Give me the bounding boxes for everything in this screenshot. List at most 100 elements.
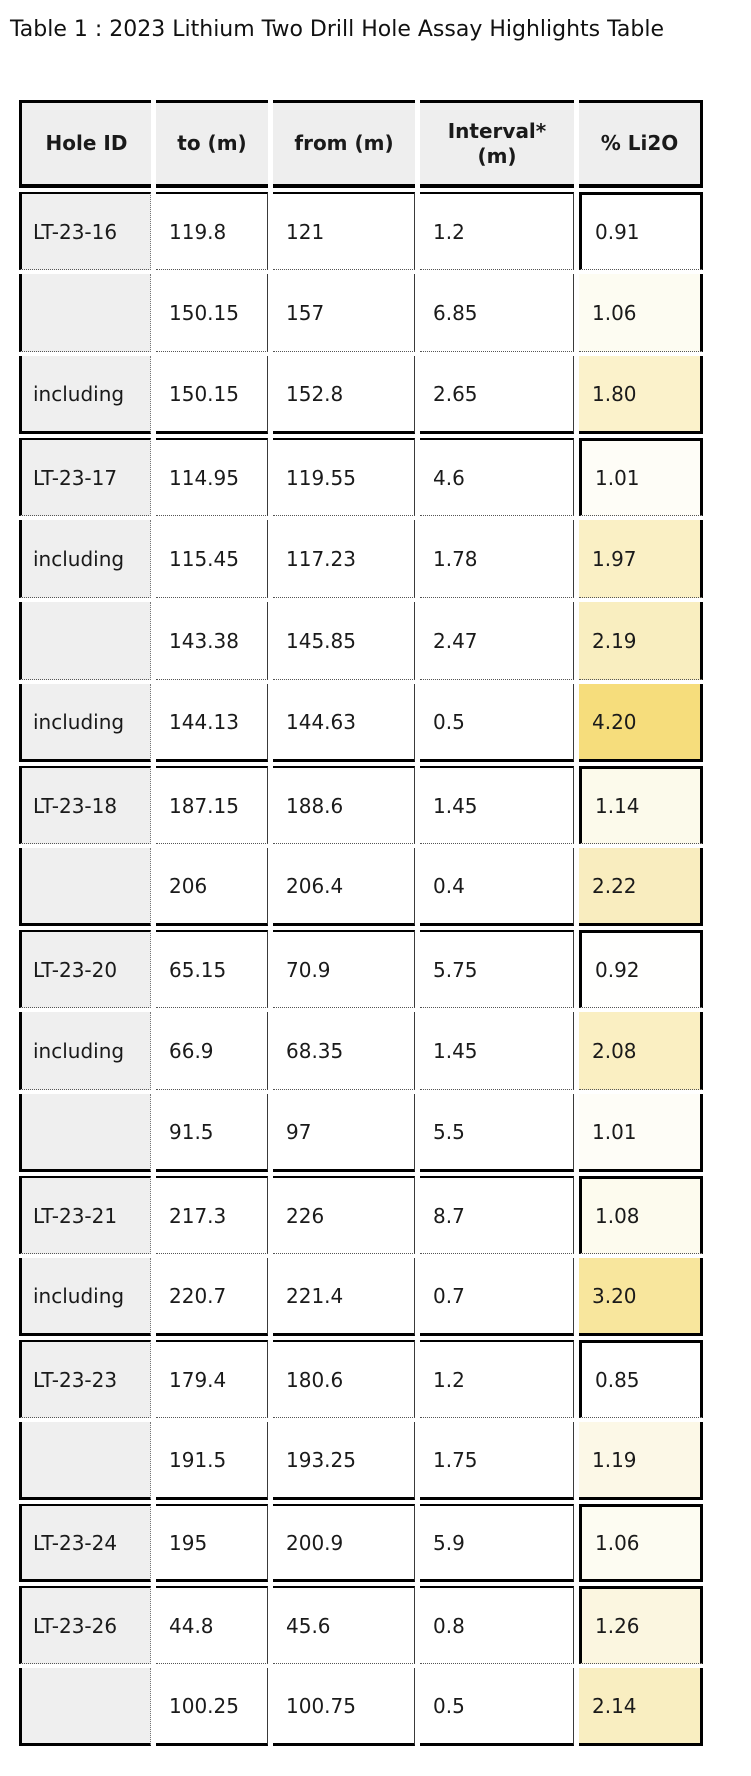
li2o-cell: 1.06	[579, 274, 703, 352]
to-cell: 119.8	[156, 192, 268, 270]
to-cell: 100.25	[156, 1668, 268, 1746]
li2o-cell: 4.20	[579, 684, 703, 762]
to-cell: 187.15	[156, 766, 268, 844]
to-cell: 66.9	[156, 1012, 268, 1090]
hole-id-cell	[19, 274, 151, 352]
to-cell: 220.7	[156, 1258, 268, 1336]
li2o-cell: 1.06	[579, 1504, 703, 1582]
table-row: including 220.7 221.4 0.7 3.20	[19, 1258, 703, 1336]
from-cell: 226	[273, 1176, 415, 1254]
hole-id-cell: including	[19, 1012, 151, 1090]
to-cell: 150.15	[156, 356, 268, 434]
interval-cell: 0.5	[420, 684, 574, 762]
table-row: LT-23-20 65.15 70.9 5.75 0.92	[19, 930, 703, 1008]
interval-cell: 0.7	[420, 1258, 574, 1336]
from-cell: 119.55	[273, 438, 415, 516]
to-cell: 44.8	[156, 1586, 268, 1664]
interval-cell: 2.65	[420, 356, 574, 434]
column-header-hole-id: Hole ID	[19, 100, 151, 188]
to-cell: 91.5	[156, 1094, 268, 1172]
hole-id-cell	[19, 1094, 151, 1172]
hole-id-cell	[19, 1668, 151, 1746]
from-cell: 144.63	[273, 684, 415, 762]
li2o-cell: 1.97	[579, 520, 703, 598]
table-row: including 150.15 152.8 2.65 1.80	[19, 356, 703, 434]
from-cell: 145.85	[273, 602, 415, 680]
table-row: LT-23-21 217.3 226 8.7 1.08	[19, 1176, 703, 1254]
to-cell: 206	[156, 848, 268, 926]
from-cell: 117.23	[273, 520, 415, 598]
from-cell: 100.75	[273, 1668, 415, 1746]
interval-cell: 1.45	[420, 1012, 574, 1090]
from-cell: 188.6	[273, 766, 415, 844]
hole-id-cell	[19, 602, 151, 680]
interval-cell: 1.2	[420, 1340, 574, 1418]
interval-cell: 1.75	[420, 1422, 574, 1500]
interval-cell: 2.47	[420, 602, 574, 680]
hole-id-cell: LT-23-24	[19, 1504, 151, 1582]
from-cell: 97	[273, 1094, 415, 1172]
table-row: 100.25 100.75 0.5 2.14	[19, 1668, 703, 1746]
table-row: LT-23-23 179.4 180.6 1.2 0.85	[19, 1340, 703, 1418]
table-row: LT-23-16 119.8 121 1.2 0.91	[19, 192, 703, 270]
interval-cell: 5.75	[420, 930, 574, 1008]
to-cell: 65.15	[156, 930, 268, 1008]
to-cell: 191.5	[156, 1422, 268, 1500]
hole-id-cell: LT-23-23	[19, 1340, 151, 1418]
interval-cell: 0.4	[420, 848, 574, 926]
assay-table-body: LT-23-16 119.8 121 1.2 0.91 150.15 157 6.85 1.06…	[19, 192, 703, 1746]
li2o-cell: 2.22	[579, 848, 703, 926]
from-cell: 152.8	[273, 356, 415, 434]
to-cell: 217.3	[156, 1176, 268, 1254]
to-cell: 144.13	[156, 684, 268, 762]
hole-id-cell: LT-23-21	[19, 1176, 151, 1254]
column-header-interval: Interval* (m)	[420, 100, 574, 188]
from-cell: 45.6	[273, 1586, 415, 1664]
to-cell: 179.4	[156, 1340, 268, 1418]
li2o-cell: 3.20	[579, 1258, 703, 1336]
li2o-cell: 0.85	[579, 1340, 703, 1418]
interval-cell: 1.45	[420, 766, 574, 844]
hole-id-cell: including	[19, 1258, 151, 1336]
to-cell: 115.45	[156, 520, 268, 598]
from-cell: 68.35	[273, 1012, 415, 1090]
table-row: LT-23-17 114.95 119.55 4.6 1.01	[19, 438, 703, 516]
hole-id-cell: LT-23-18	[19, 766, 151, 844]
interval-cell: 6.85	[420, 274, 574, 352]
from-cell: 221.4	[273, 1258, 415, 1336]
interval-cell: 0.5	[420, 1668, 574, 1746]
to-cell: 114.95	[156, 438, 268, 516]
li2o-cell: 2.14	[579, 1668, 703, 1746]
table-row: including 144.13 144.63 0.5 4.20	[19, 684, 703, 762]
table-row: LT-23-18 187.15 188.6 1.45 1.14	[19, 766, 703, 844]
li2o-cell: 1.80	[579, 356, 703, 434]
hole-id-cell: LT-23-20	[19, 930, 151, 1008]
table-row: 191.5 193.25 1.75 1.19	[19, 1422, 703, 1500]
from-cell: 200.9	[273, 1504, 415, 1582]
column-header-li2o: % Li2O	[579, 100, 703, 188]
li2o-cell: 0.91	[579, 192, 703, 270]
from-cell: 70.9	[273, 930, 415, 1008]
column-header-to: to (m)	[156, 100, 268, 188]
page-title: Table 1 : 2023 Lithium Two Drill Hole As…	[10, 17, 665, 42]
interval-cell: 0.8	[420, 1586, 574, 1664]
li2o-cell: 1.01	[579, 438, 703, 516]
li2o-cell: 1.26	[579, 1586, 703, 1664]
hole-id-cell: LT-23-26	[19, 1586, 151, 1664]
hole-id-cell: including	[19, 520, 151, 598]
li2o-cell: 1.19	[579, 1422, 703, 1500]
table-row: LT-23-26 44.8 45.6 0.8 1.26	[19, 1586, 703, 1664]
li2o-cell: 1.01	[579, 1094, 703, 1172]
interval-cell: 4.6	[420, 438, 574, 516]
column-header-from: from (m)	[273, 100, 415, 188]
from-cell: 180.6	[273, 1340, 415, 1418]
table-row: 206 206.4 0.4 2.22	[19, 848, 703, 926]
to-cell: 143.38	[156, 602, 268, 680]
hole-id-cell: including	[19, 356, 151, 434]
hole-id-cell	[19, 848, 151, 926]
table-row: LT-23-24 195 200.9 5.9 1.06	[19, 1504, 703, 1582]
from-cell: 157	[273, 274, 415, 352]
hole-id-cell	[19, 1422, 151, 1500]
hole-id-cell: including	[19, 684, 151, 762]
table-row: 91.5 97 5.5 1.01	[19, 1094, 703, 1172]
